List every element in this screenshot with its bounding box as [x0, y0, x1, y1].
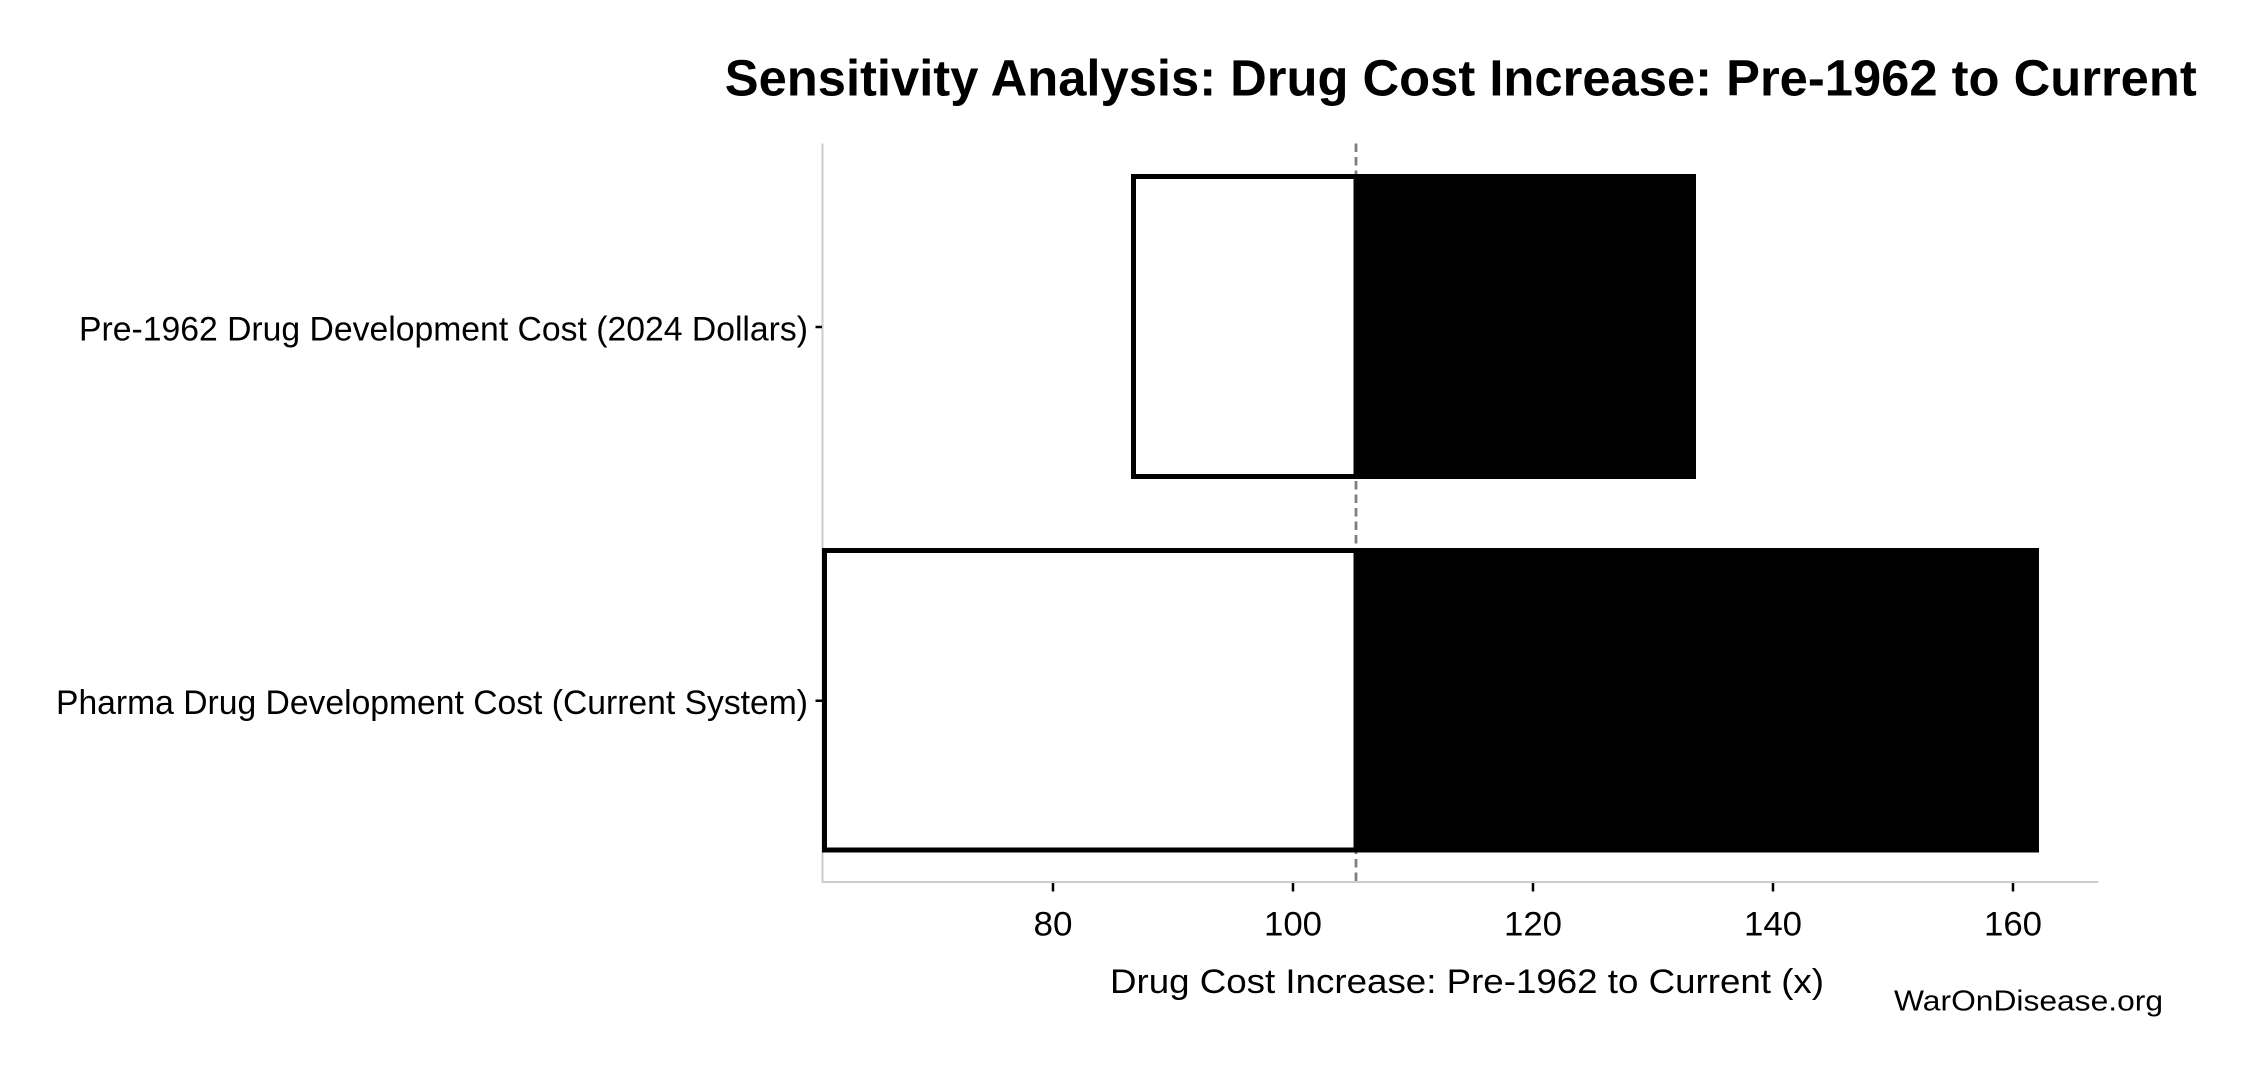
- svg-text:80: 80: [1034, 905, 1073, 943]
- svg-text:120: 120: [1504, 905, 1562, 943]
- svg-text:Sensitivity Analysis: Drug Cos: Sensitivity Analysis: Drug Cost Increase…: [725, 50, 2197, 107]
- svg-text:160: 160: [1984, 905, 2042, 943]
- svg-text:Drug Cost Increase: Pre-1962 t: Drug Cost Increase: Pre-1962 to Current …: [1110, 963, 1824, 1001]
- svg-text:Pre-1962 Drug Development Cost: Pre-1962 Drug Development Cost (2024 Dol…: [79, 310, 808, 348]
- svg-text:140: 140: [1744, 905, 1802, 943]
- svg-text:100: 100: [1264, 905, 1322, 943]
- svg-text:Pharma Drug Development Cost (: Pharma Drug Development Cost (Current Sy…: [56, 684, 808, 722]
- svg-text:WarOnDisease.org: WarOnDisease.org: [1894, 986, 2163, 1018]
